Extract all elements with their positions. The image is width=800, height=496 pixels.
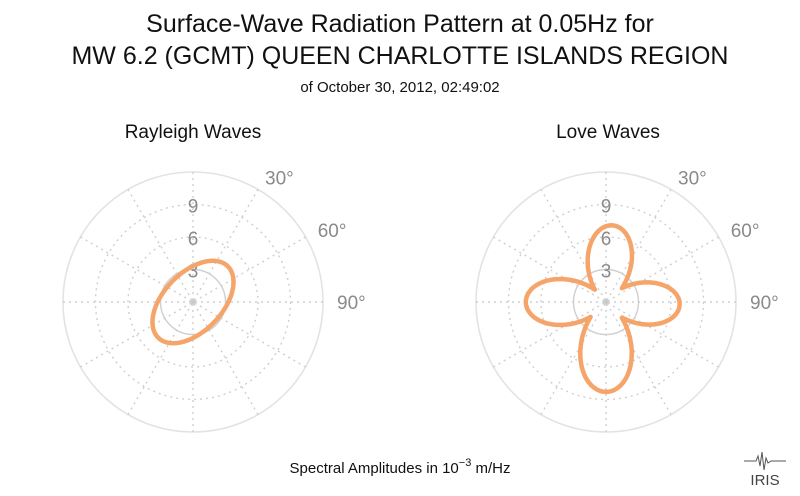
angular-gridline bbox=[80, 236, 306, 368]
x-axis-label: Spectral Amplitudes in 10−3 m/Hz bbox=[290, 457, 511, 477]
angle-tick-label: 30° bbox=[265, 168, 294, 189]
angle-tick-label: 90° bbox=[337, 293, 366, 314]
radial-gridline bbox=[94, 203, 292, 401]
angle-tick-label: 90° bbox=[750, 293, 779, 314]
angle-tick-label: 30° bbox=[678, 168, 707, 189]
radial-tick-label: 6 bbox=[188, 229, 199, 250]
event-date: of October 30, 2012, 02:49:02 bbox=[300, 79, 499, 96]
x-axis-label-prefix: Spectral Amplitudes in 10 bbox=[290, 460, 459, 477]
angular-gridline bbox=[127, 189, 259, 415]
angle-tick-label: 60° bbox=[318, 221, 347, 242]
iris-logo: IRIS bbox=[744, 451, 786, 489]
chart-subtitle: MW 6.2 (GCMT) QUEEN CHARLOTTE ISLANDS RE… bbox=[71, 42, 728, 70]
radial-gridline bbox=[127, 236, 259, 368]
rayleigh-panel-title: Rayleigh Waves bbox=[125, 122, 262, 143]
radial-gridline bbox=[540, 236, 672, 368]
radial-gridline bbox=[507, 203, 705, 401]
radial-tick-label: 9 bbox=[188, 197, 199, 218]
angular-gridline bbox=[540, 189, 672, 415]
radiation-pattern-curve bbox=[150, 258, 236, 346]
radial-tick-label: 3 bbox=[601, 262, 612, 283]
rayleigh-panel: Rayleigh Waves 3 6 9 30° 60° 90° bbox=[62, 122, 366, 433]
love-panel: Love Waves 3 6 9 30° 60° 90° bbox=[475, 122, 779, 433]
chart-title: Surface-Wave Radiation Pattern at 0.05Hz… bbox=[146, 10, 654, 38]
radiation-pattern-curve bbox=[523, 223, 682, 395]
angle-tick-label: 60° bbox=[731, 221, 760, 242]
center-point bbox=[604, 300, 608, 304]
x-axis-label-suffix: m/Hz bbox=[471, 460, 510, 477]
love-panel-title: Love Waves bbox=[556, 122, 660, 143]
iris-logo-text: IRIS bbox=[750, 472, 779, 489]
angular-gridline bbox=[127, 189, 259, 415]
angular-gridline bbox=[493, 236, 719, 368]
seismogram-icon bbox=[744, 451, 786, 471]
radial-tick-label: 9 bbox=[601, 197, 612, 218]
radial-tick-label: 6 bbox=[601, 229, 612, 250]
angular-gridline bbox=[493, 236, 719, 368]
radial-tick-label: 3 bbox=[188, 262, 199, 283]
angular-gridline bbox=[80, 236, 306, 368]
angular-gridline bbox=[540, 189, 672, 415]
center-point bbox=[191, 300, 195, 304]
x-axis-label-exponent: −3 bbox=[459, 457, 472, 469]
